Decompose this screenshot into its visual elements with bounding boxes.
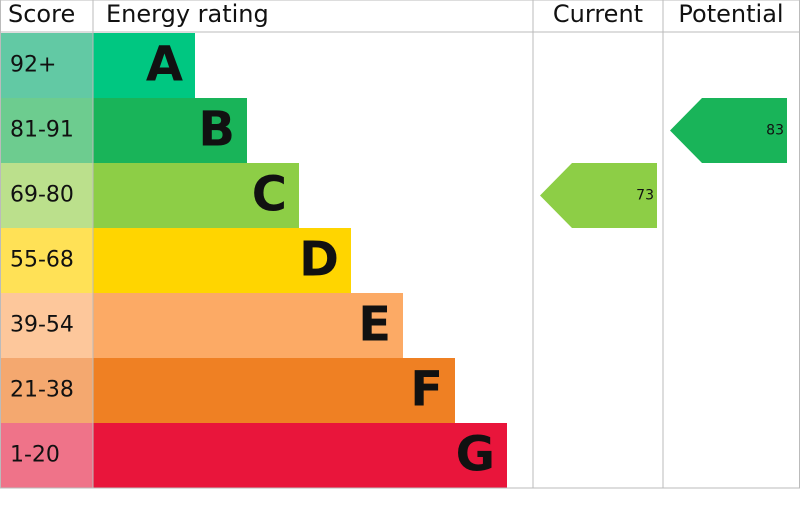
rating-bar (93, 163, 299, 228)
score-range: 81-91 (10, 118, 74, 143)
rating-letter: C (252, 167, 287, 223)
rating-letter: D (299, 232, 339, 288)
score-range: 69-80 (10, 183, 74, 208)
potential-value: 83 (766, 123, 784, 139)
rating-bar (93, 423, 507, 488)
score-range: 1-20 (10, 443, 60, 468)
score-cell (0, 33, 93, 98)
current-arrow (540, 163, 657, 228)
rating-letter: B (198, 102, 235, 158)
score-cell (0, 293, 93, 358)
header-rating: Energy rating (106, 0, 269, 28)
score-range: 21-38 (10, 378, 74, 403)
header-current: Current (553, 0, 643, 28)
score-cell (0, 358, 93, 423)
rating-bar (93, 228, 351, 293)
rating-bar (93, 98, 247, 163)
score-range: 39-54 (10, 313, 74, 338)
score-range: 55-68 (10, 248, 74, 273)
header-potential: Potential (678, 0, 783, 28)
score-cell (0, 228, 93, 293)
rating-bar (93, 33, 195, 98)
rating-bar (93, 293, 403, 358)
rating-letter: F (410, 362, 443, 418)
score-cell (0, 423, 93, 488)
header-score: Score (8, 0, 75, 28)
score-cell (0, 98, 93, 163)
score-cell (0, 163, 93, 228)
rating-bar (93, 358, 455, 423)
score-range: 92+ (10, 53, 56, 78)
rating-letter: E (358, 297, 391, 353)
potential-arrow (670, 98, 787, 163)
rating-letter: G (456, 427, 495, 483)
rating-letter: A (146, 37, 183, 93)
current-value: 73 (636, 188, 654, 204)
